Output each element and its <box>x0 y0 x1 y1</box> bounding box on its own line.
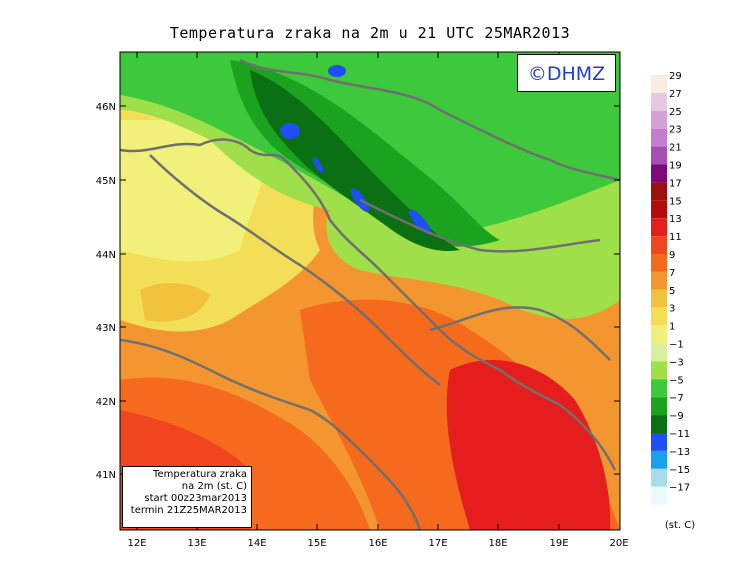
lat-label: 43N <box>96 323 116 334</box>
legend-swatch <box>651 325 667 344</box>
lon-label: 16E <box>368 538 387 549</box>
legend-swatch <box>651 397 667 416</box>
lat-label: 42N <box>96 397 116 408</box>
legend-swatch <box>651 486 667 505</box>
temperature-field <box>120 52 620 530</box>
field-dark-green <box>250 70 460 251</box>
legend-swatch <box>651 307 667 326</box>
info-line: termin 21Z25MAR2013 <box>130 505 247 516</box>
legend-swatch <box>651 92 667 111</box>
border-bosnia <box>359 198 601 253</box>
legend-label: −15 <box>669 465 690 476</box>
legend-label: 7 <box>669 268 675 279</box>
lat-label: 45N <box>96 176 116 187</box>
field-blue-2 <box>328 65 346 77</box>
legend-swatch <box>651 468 667 487</box>
info-line: Temperatura zraka <box>153 469 247 480</box>
legend-label: 15 <box>669 196 682 207</box>
legend-swatch <box>651 128 667 147</box>
legend-swatch <box>651 415 667 433</box>
legend-label: 11 <box>669 232 682 243</box>
coastline-italy <box>120 338 422 530</box>
legend-label: 27 <box>669 89 682 100</box>
legend-label: −1 <box>669 340 684 351</box>
legend-label: 29 <box>669 71 682 82</box>
coastline-west <box>149 154 441 386</box>
legend-label: 3 <box>669 304 675 315</box>
info-line: na 2m (st. C) <box>181 481 247 492</box>
legend-label: −17 <box>669 483 690 494</box>
legend-label: 17 <box>669 178 682 189</box>
map-frame <box>119 51 621 531</box>
lat-label: 44N <box>96 250 116 261</box>
dhmz-logo: ©DHMZ <box>517 54 616 92</box>
legend-swatch <box>651 254 667 272</box>
legend-swatch <box>651 450 667 469</box>
info-line: start 00z23mar2013 <box>144 493 247 504</box>
legend-label: 21 <box>669 143 682 154</box>
legend-swatch <box>651 236 667 254</box>
legend-swatch <box>651 271 667 290</box>
legend-swatch <box>651 164 667 183</box>
lon-label: 13E <box>187 538 206 549</box>
legend-swatch <box>651 75 667 93</box>
coastline-east <box>120 138 617 471</box>
legend-label: −9 <box>669 411 684 422</box>
legend-label: −5 <box>669 375 684 386</box>
legend-label: 25 <box>669 107 682 118</box>
field-ochre <box>140 283 210 322</box>
legend-swatch <box>651 379 667 398</box>
legend-label: 23 <box>669 125 682 136</box>
legend-swatch <box>651 289 667 308</box>
legend-label: 13 <box>669 214 682 225</box>
lon-label: 14E <box>247 538 266 549</box>
lon-label: 19E <box>549 538 568 549</box>
legend-swatch <box>651 361 667 380</box>
field-blue-5 <box>312 157 324 173</box>
legend-label: −11 <box>669 429 690 440</box>
border-montenegro <box>429 306 611 361</box>
legend-swatch <box>651 182 667 201</box>
legend-swatch <box>651 200 667 219</box>
legend-label: 5 <box>669 286 675 297</box>
lon-label: 20E <box>609 538 628 549</box>
legend-label: 19 <box>669 161 682 172</box>
map-title: Temperatura zraka na 2m u 21 UTC 25MAR20… <box>169 24 571 42</box>
legend-swatch <box>651 433 667 451</box>
info-box: Temperatura zraka na 2m (st. C) start 00… <box>122 466 252 528</box>
legend-label: −7 <box>669 393 684 404</box>
legend-unit: (st. C) <box>665 520 695 531</box>
lat-axis: 46N 45N 44N 43N 42N 41N <box>96 102 620 481</box>
border-north <box>239 58 620 182</box>
field-se-red <box>446 360 611 530</box>
lon-label: 17E <box>428 538 447 549</box>
lat-label: 46N <box>96 102 116 113</box>
legend-swatch <box>651 110 667 129</box>
legend-label: −13 <box>669 447 690 458</box>
legend-swatch <box>651 218 667 237</box>
color-legend: 29 27 25 23 21 19 17 15 13 11 9 7 5 3 1 −1 −3 −5 −7 −9 −11 −1… <box>651 71 690 505</box>
legend-label: 9 <box>669 250 675 261</box>
legend-swatch <box>651 146 667 165</box>
lon-axis: 12E 13E 14E 15E 16E 17E 18E 19E 20E <box>127 52 629 549</box>
legend-label: −3 <box>669 357 684 368</box>
lon-label: 12E <box>127 538 146 549</box>
lat-label: 41N <box>96 470 116 481</box>
field-blue-4 <box>409 209 431 235</box>
legend-swatch <box>651 343 667 362</box>
lon-label: 18E <box>488 538 507 549</box>
field-blue-1 <box>280 123 300 139</box>
lon-label: 15E <box>307 538 326 549</box>
legend-label: 1 <box>669 322 675 333</box>
